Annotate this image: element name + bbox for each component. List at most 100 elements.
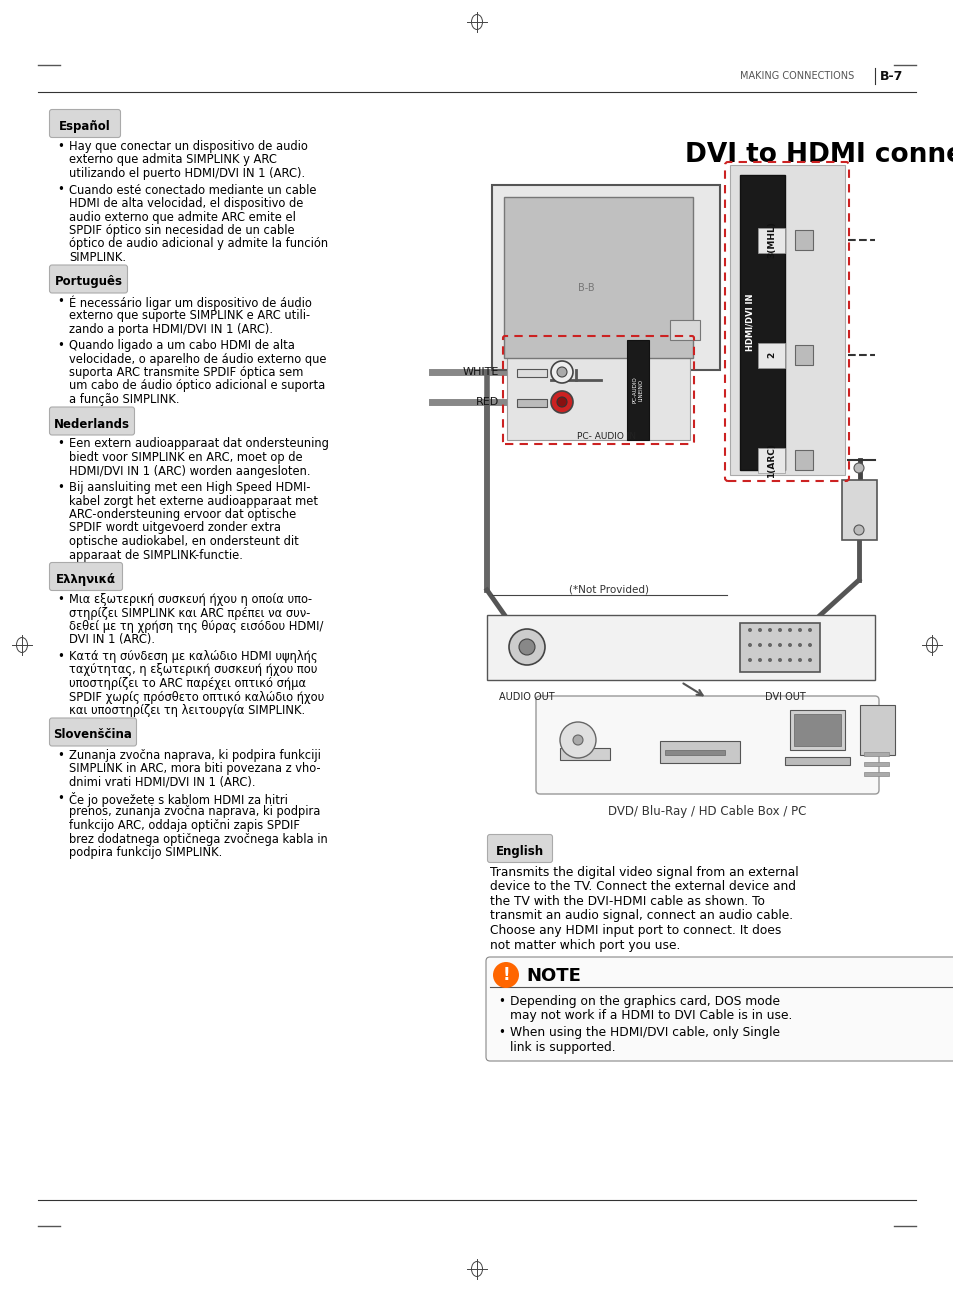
Text: externo que admita SIMPLINK y ARC: externo que admita SIMPLINK y ARC (69, 154, 276, 167)
Bar (503, 198, 692, 358)
Text: suporta ARC transmite SPDIF óptica sem: suporta ARC transmite SPDIF óptica sem (69, 367, 303, 380)
Text: Zunanja zvočna naprava, ki podpira funkciji: Zunanja zvočna naprava, ki podpira funkc… (69, 749, 320, 762)
Bar (664, 750, 724, 755)
Text: dnimi vrati HDMI/DVI IN 1 (ARC).: dnimi vrati HDMI/DVI IN 1 (ARC). (69, 776, 255, 789)
Bar (793, 714, 841, 746)
Text: Choose any HDMI input port to connect. It does: Choose any HDMI input port to connect. I… (490, 924, 781, 937)
Text: •: • (57, 438, 64, 451)
Text: •: • (57, 791, 64, 806)
Circle shape (758, 627, 761, 633)
Text: PC-AUDIO
LINEINO: PC-AUDIO LINEINO (632, 377, 642, 403)
Text: HDMI de alta velocidad, el dispositivo de: HDMI de alta velocidad, el dispositivo d… (69, 198, 303, 210)
Bar (729, 165, 844, 475)
Text: zando a porta HDMI/DVI IN 1 (ARC).: zando a porta HDMI/DVI IN 1 (ARC). (69, 323, 273, 336)
Bar (863, 762, 888, 766)
Text: velocidade, o aparelho de áudio externo que: velocidade, o aparelho de áudio externo … (69, 352, 326, 365)
Circle shape (747, 658, 751, 662)
Text: SIMPLINK in ARC, mora biti povezana z vho-: SIMPLINK in ARC, mora biti povezana z vh… (69, 762, 320, 775)
Text: podpira funkcijo SIMPLINK.: podpira funkcijo SIMPLINK. (69, 846, 222, 859)
Text: Μια εξωτερική συσκευή ήχου η οποία υπο-: Μια εξωτερική συσκευή ήχου η οποία υπο- (69, 593, 312, 605)
Bar (863, 751, 888, 757)
Bar (794, 451, 812, 470)
Text: kabel zorgt het externe audioapparaat met: kabel zorgt het externe audioapparaat me… (69, 494, 317, 507)
FancyBboxPatch shape (485, 957, 953, 1061)
Text: B-7: B-7 (879, 70, 902, 83)
Text: DVI to HDMI connection: DVI to HDMI connection (684, 142, 953, 168)
Circle shape (778, 658, 781, 662)
Circle shape (767, 658, 771, 662)
Text: και υποστηρίζει τη λειτουργία SIMPLINK.: και υποστηρίζει τη λειτουργία SIMPLINK. (69, 704, 305, 717)
Text: Slovenščina: Slovenščina (53, 728, 132, 741)
Text: •: • (497, 995, 504, 1008)
Text: Ελληνικά: Ελληνικά (56, 573, 116, 586)
Text: SPDIF óptico sin necesidad de un cable: SPDIF óptico sin necesidad de un cable (69, 225, 294, 238)
Circle shape (493, 962, 518, 988)
Circle shape (509, 629, 544, 665)
Text: 3(MHL): 3(MHL) (766, 222, 775, 258)
Bar (486, 615, 874, 680)
Text: PC- AUDIO IN: PC- AUDIO IN (577, 432, 636, 442)
Text: biedt voor SIMPLINK en ARC, moet op de: biedt voor SIMPLINK en ARC, moet op de (69, 451, 302, 463)
Text: brez dodatnega optičnega zvočnega kabla in: brez dodatnega optičnega zvočnega kabla … (69, 833, 328, 846)
Text: 2: 2 (766, 352, 775, 358)
Text: not matter which port you use.: not matter which port you use. (490, 939, 679, 951)
Text: NOTE: NOTE (525, 967, 580, 985)
Text: HDMI/DVI IN 1 (ARC) worden aangesloten.: HDMI/DVI IN 1 (ARC) worden aangesloten. (69, 465, 310, 478)
Circle shape (573, 735, 582, 745)
Text: the TV with the DVI-HDMI cable as shown. To: the TV with the DVI-HDMI cable as shown.… (490, 895, 764, 908)
Circle shape (807, 658, 811, 662)
Text: Nederlands: Nederlands (54, 417, 130, 430)
Bar (859, 705, 894, 755)
Text: optische audiokabel, en ondersteunt dit: optische audiokabel, en ondersteunt dit (69, 534, 298, 547)
Circle shape (551, 361, 573, 383)
Circle shape (559, 722, 596, 758)
Text: Če jo povežete s kablom HDMI za hitri: Če jo povežete s kablom HDMI za hitri (69, 791, 288, 807)
Circle shape (797, 627, 801, 633)
Text: utilizando el puerto HDMI/DVI IN 1 (ARC).: utilizando el puerto HDMI/DVI IN 1 (ARC)… (69, 167, 305, 179)
Circle shape (767, 643, 771, 647)
Text: a função SIMPLINK.: a função SIMPLINK. (69, 392, 179, 405)
Text: Português: Português (54, 275, 122, 288)
FancyBboxPatch shape (50, 110, 120, 138)
Text: B-B: B-B (578, 283, 594, 293)
Text: DVI IN 1 (ARC).: DVI IN 1 (ARC). (69, 634, 154, 647)
Bar (506, 340, 689, 440)
Text: •: • (57, 183, 64, 196)
Text: um cabo de áudio óptico adicional e suporta: um cabo de áudio óptico adicional e supo… (69, 380, 325, 392)
Circle shape (518, 639, 535, 655)
Bar (863, 772, 888, 776)
Text: É necessário ligar um dispositivo de áudio: É necessário ligar um dispositivo de áud… (69, 296, 312, 310)
Text: apparaat de SIMPLINK-functie.: apparaat de SIMPLINK-functie. (69, 549, 243, 562)
Text: device to the TV. Connect the external device and: device to the TV. Connect the external d… (490, 880, 795, 893)
Text: prenos, zunanja zvočna naprava, ki podpira: prenos, zunanja zvočna naprava, ki podpi… (69, 806, 320, 818)
Text: Quando ligado a um cabo HDMI de alta: Quando ligado a um cabo HDMI de alta (69, 340, 294, 352)
Circle shape (787, 627, 791, 633)
Text: SPDIF χωρίς πρόσθετο οπτικό καλώδιο ήχου: SPDIF χωρίς πρόσθετο οπτικό καλώδιο ήχου (69, 691, 324, 704)
Text: óptico de audio adicional y admite la función: óptico de audio adicional y admite la fu… (69, 238, 328, 250)
Text: transmit an audio signal, connect an audio cable.: transmit an audio signal, connect an aud… (490, 909, 792, 923)
Circle shape (747, 627, 751, 633)
FancyBboxPatch shape (50, 407, 134, 435)
Bar (794, 345, 812, 365)
Circle shape (758, 643, 761, 647)
Circle shape (767, 627, 771, 633)
Text: Cuando esté conectado mediante un cable: Cuando esté conectado mediante un cable (69, 183, 316, 196)
Text: •: • (57, 482, 64, 494)
Bar (758, 343, 784, 368)
Text: Español: Español (59, 120, 111, 133)
Bar (669, 320, 700, 340)
Circle shape (853, 463, 863, 473)
Bar (841, 480, 876, 540)
Text: RED: RED (476, 398, 498, 407)
Bar (758, 448, 784, 473)
Text: !: ! (501, 966, 509, 984)
Bar (626, 340, 648, 440)
Circle shape (797, 643, 801, 647)
Bar (794, 230, 812, 250)
Bar (659, 741, 740, 763)
Text: link is supported.: link is supported. (510, 1041, 615, 1053)
Circle shape (747, 643, 751, 647)
Text: •: • (57, 340, 64, 352)
Bar (784, 757, 849, 766)
Text: MAKING CONNECTIONS: MAKING CONNECTIONS (740, 71, 853, 81)
